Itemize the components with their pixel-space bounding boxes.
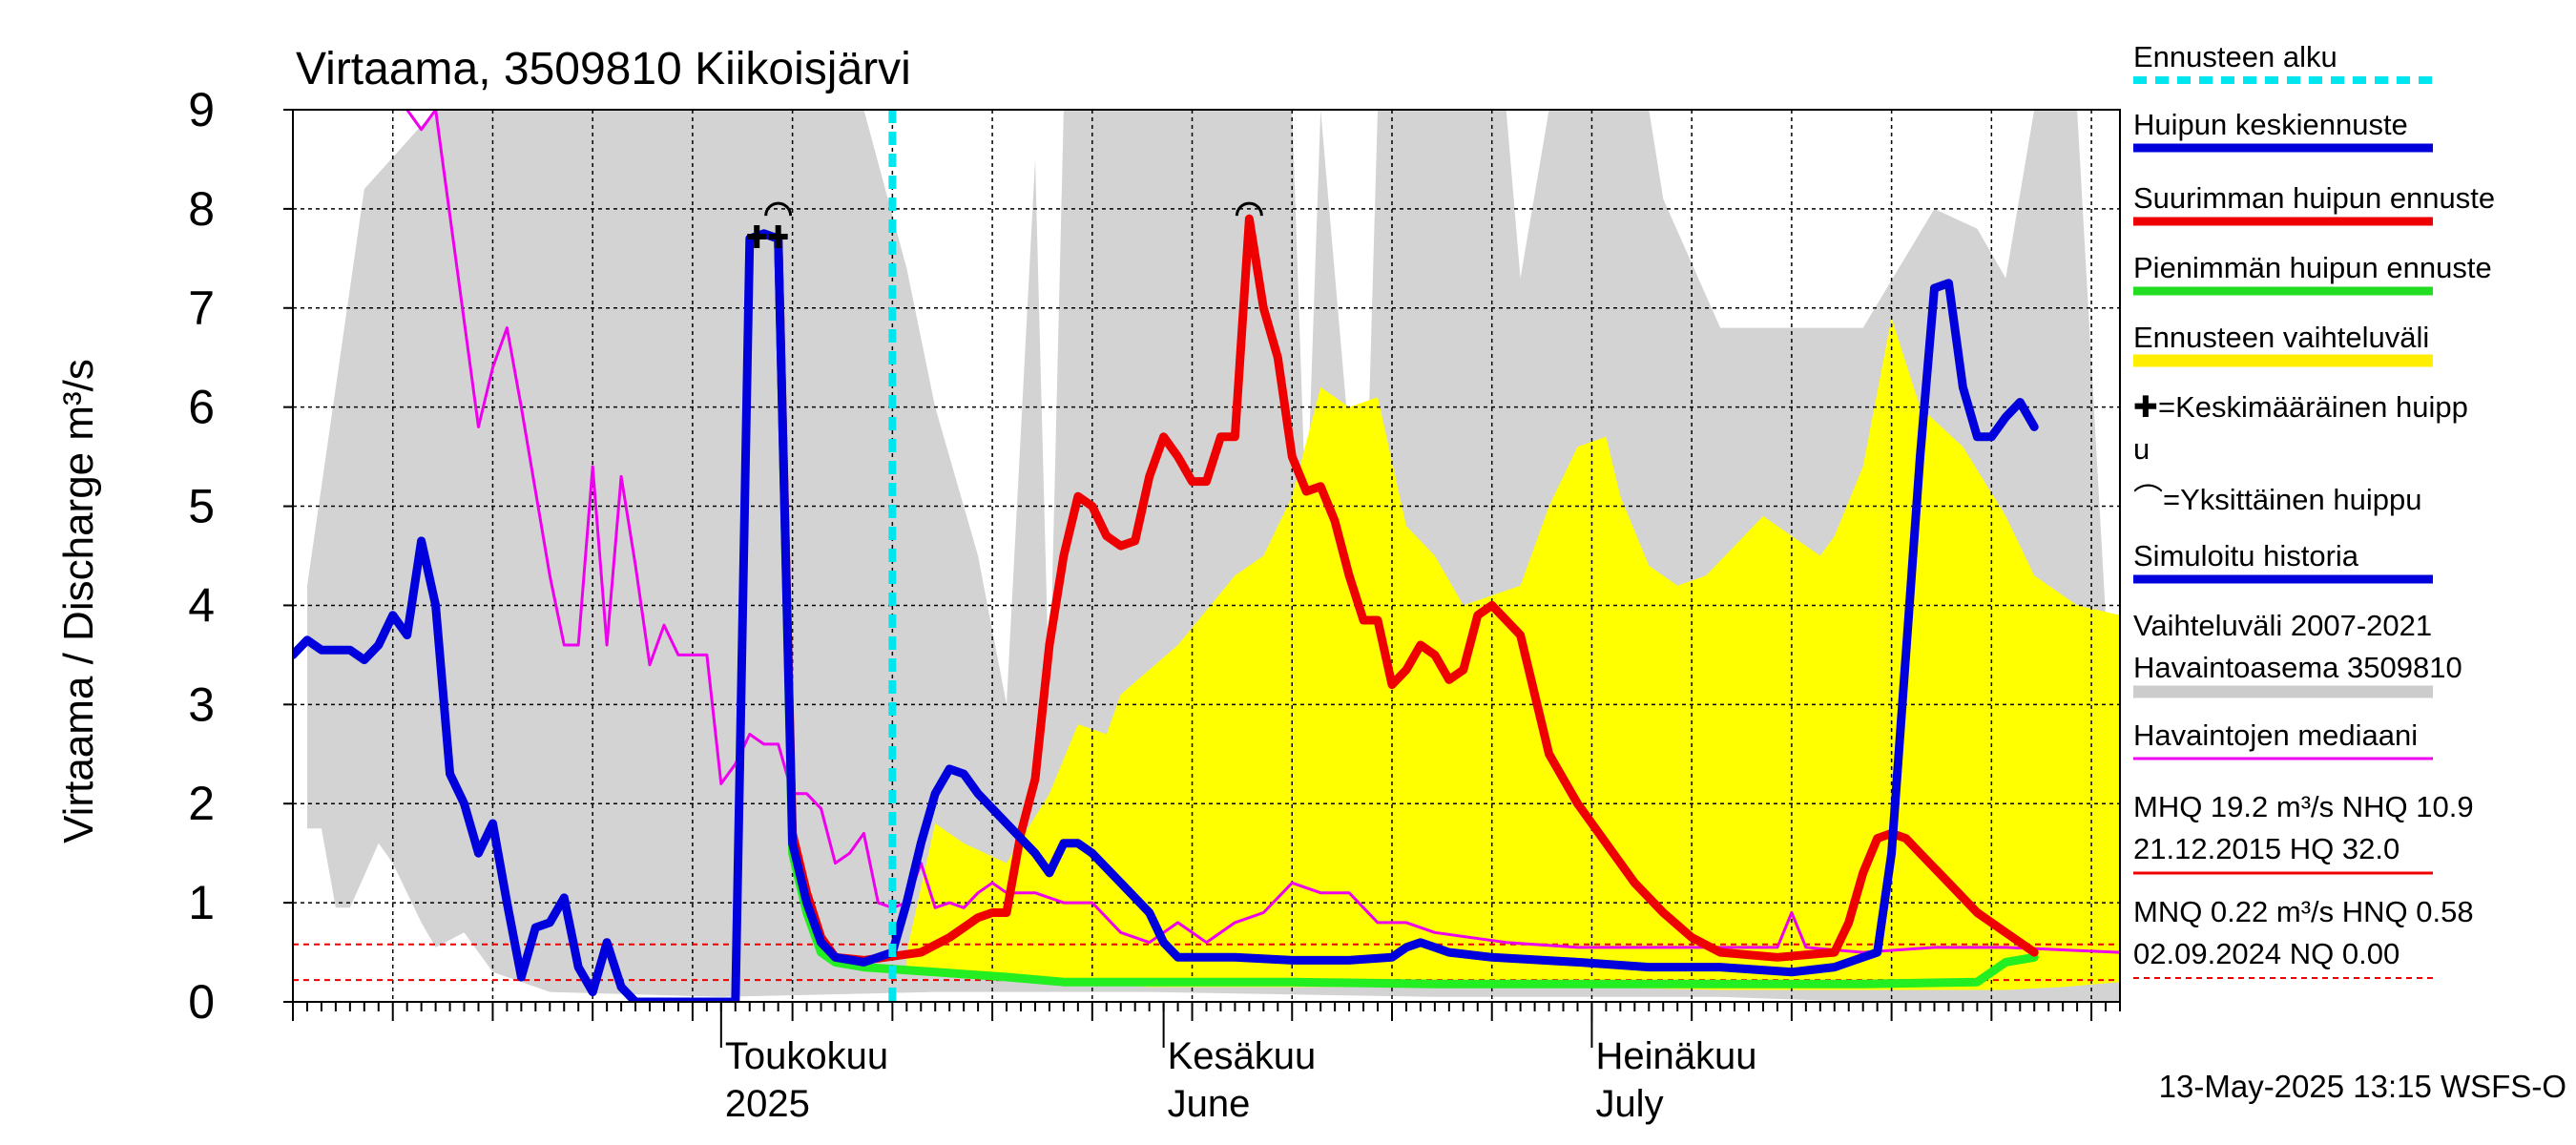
- legend-label-2: u: [2133, 432, 2150, 466]
- legend-label: Pienimmän huipun ennuste: [2133, 251, 2492, 284]
- legend-label: Simuloitu historia: [2133, 539, 2359, 572]
- plot-layers: [293, 110, 2120, 1002]
- plot-area: 0 1 2 3 4 5 6 7 8 9 Toukokuu 2025 Kesäkuu June Heinäku…: [188, 83, 2121, 1125]
- legend-item: ⌒=Yksittäinen huippu: [2133, 483, 2421, 516]
- single-peak-marker: [764, 201, 793, 217]
- legend-label: Havaintojen mediaani: [2133, 718, 2418, 752]
- x-month-sublabel: 2025: [725, 1083, 810, 1125]
- y-tick-label: 3: [188, 677, 215, 731]
- y-tick-label: 0: [188, 975, 215, 1029]
- y-tick-label: 8: [188, 182, 215, 236]
- x-month-label: Toukokuu: [725, 1035, 888, 1077]
- legend-item: MHQ 19.2 m³/s NHQ 10.9 21.12.2015 HQ 32.0: [2133, 790, 2474, 875]
- legend-label-2: Havaintoasema 3509810: [2133, 651, 2462, 684]
- y-tick-label: 5: [188, 480, 215, 533]
- x-month-sublabel: June: [1168, 1083, 1251, 1125]
- forecast-range-band: [906, 318, 2120, 990]
- legend-label: ✚=Keskimääräinen huipp: [2133, 390, 2468, 424]
- legend-label: Ennusteen alku: [2133, 40, 2337, 73]
- y-tick-label: 1: [188, 876, 215, 929]
- mean-peak-marker: [768, 224, 788, 248]
- legend-item: Huipun keskiennuste: [2133, 108, 2433, 153]
- x-month-label: Kesäkuu: [1168, 1035, 1317, 1077]
- x-month-sublabel: July: [1595, 1083, 1663, 1125]
- legend-item: Havaintojen mediaani: [2133, 718, 2433, 760]
- legend-item: ✚=Keskimääräinen huipp u: [2133, 390, 2468, 466]
- median-line: [405, 110, 2120, 954]
- legend-label: Suurimman huipun ennuste: [2133, 181, 2495, 215]
- mean-peak-forecast-line: [759, 229, 2039, 977]
- legend-label: ⌒=Yksittäinen huippu: [2133, 483, 2421, 516]
- legend: Ennusteen alku Huipun keskiennuste Suurimm…: [2133, 40, 2495, 979]
- y-axis-label: Virtaama / Discharge m³/s: [55, 359, 102, 843]
- y-tick-label: 4: [188, 578, 215, 632]
- legend-label-2: 02.09.2024 NQ 0.00: [2133, 937, 2399, 970]
- legend-label: Huipun keskiennuste: [2133, 108, 2408, 141]
- legend-item: Vaihteluväli 2007-2021 Havaintoasema 350…: [2133, 609, 2462, 698]
- footer-timestamp: 13-May-2025 13:15 WSFS-O: [2159, 1069, 2566, 1104]
- single-peak-marker: [1235, 201, 1263, 217]
- x-month-label: Heinäkuu: [1595, 1035, 1756, 1077]
- legend-label: Vaihteluväli 2007-2021: [2133, 609, 2432, 642]
- legend-item: Ennusteen alku: [2133, 40, 2433, 84]
- chart-title: Virtaama, 3509810 Kiikoisjärvi: [296, 44, 911, 94]
- legend-label: Ennusteen vaihteluväli: [2133, 321, 2429, 354]
- legend-item: MNQ 0.22 m³/s HNQ 0.58 02.09.2024 NQ 0.00: [2133, 895, 2474, 979]
- legend-label: MNQ 0.22 m³/s HNQ 0.58: [2133, 895, 2474, 928]
- legend-item: Suurimman huipun ennuste: [2133, 181, 2495, 226]
- simulated-history-line: [293, 229, 769, 1002]
- legend-item: Ennusteen vaihteluväli: [2133, 321, 2433, 367]
- max-peak-forecast-line: [759, 214, 2039, 965]
- y-tick-label: 2: [188, 777, 215, 830]
- legend-label-2: 21.12.2015 HQ 32.0: [2133, 832, 2399, 865]
- y-tick-label: 7: [188, 281, 215, 335]
- mean-peak-marker: [747, 224, 767, 248]
- legend-label: MHQ 19.2 m³/s NHQ 10.9: [2133, 790, 2474, 823]
- y-tick-label: 6: [188, 381, 215, 434]
- y-tick-label: 9: [188, 83, 215, 136]
- legend-item: Pienimmän huipun ennuste: [2133, 251, 2492, 296]
- legend-item: Simuloitu historia: [2133, 539, 2433, 584]
